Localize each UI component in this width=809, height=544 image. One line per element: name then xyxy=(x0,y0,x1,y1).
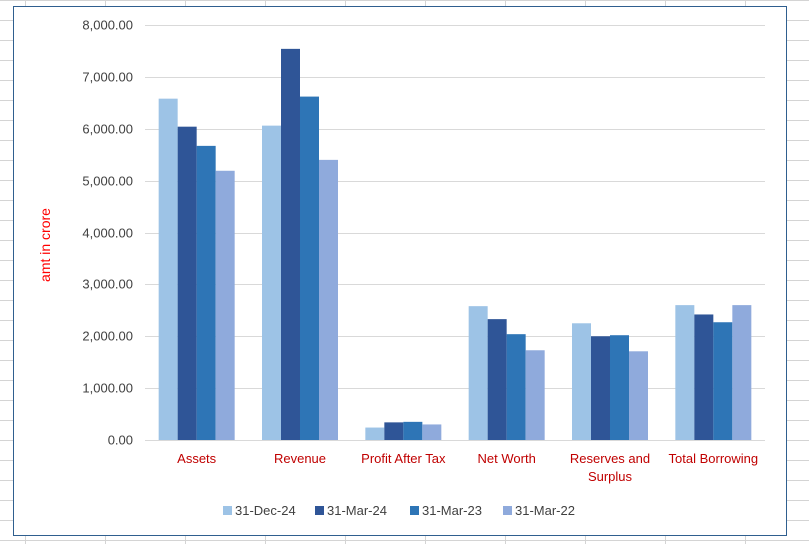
bar xyxy=(591,336,610,440)
y-tick-label: 0.00 xyxy=(108,433,133,448)
bar xyxy=(319,159,338,440)
legend-swatch xyxy=(410,506,419,515)
y-tick-label: 7,000.00 xyxy=(82,70,133,85)
legend-label: 31-Dec-24 xyxy=(235,503,296,518)
x-category-label: Reserves and Surplus xyxy=(570,451,650,484)
y-axis-label: amt in crore xyxy=(37,208,53,282)
y-tick-label: 3,000.00 xyxy=(82,277,133,292)
y-tick-label: 6,000.00 xyxy=(82,122,133,137)
bar xyxy=(487,319,507,440)
bar xyxy=(262,125,281,440)
legend-item: 31-Mar-23 xyxy=(410,503,482,518)
legend-swatch xyxy=(223,506,232,515)
y-tick-label: 4,000.00 xyxy=(82,226,133,241)
legend-swatch xyxy=(315,506,324,515)
x-category-label: Revenue xyxy=(274,451,326,466)
bar xyxy=(525,350,545,440)
chart-area[interactable] xyxy=(13,6,787,536)
x-category-label: Net Worth xyxy=(478,451,536,466)
bar xyxy=(713,322,733,440)
legend-item: 31-Mar-22 xyxy=(503,503,575,518)
legend: 31-Dec-24 31-Mar-24 31-Mar-23 31-Mar-22 xyxy=(223,503,575,518)
bars xyxy=(158,48,752,441)
legend-swatch xyxy=(503,506,512,515)
bar xyxy=(403,421,423,440)
bar xyxy=(468,306,488,440)
legend-item: 31-Dec-24 xyxy=(223,503,296,518)
x-category-label: Total Borrowing xyxy=(669,451,759,466)
bar xyxy=(196,145,216,440)
x-category-label: Assets xyxy=(177,451,217,466)
y-tick-label: 8,000.00 xyxy=(82,18,133,33)
y-axis-tick-labels: 0.00 1,000.00 2,000.00 3,000.00 4,000.00 5,00… xyxy=(82,18,133,448)
bar xyxy=(629,351,648,440)
y-tick-label: 2,000.00 xyxy=(82,329,133,344)
bar xyxy=(732,305,752,440)
gridlines xyxy=(145,25,765,441)
legend-label: 31-Mar-24 xyxy=(327,503,387,518)
x-category-label: Profit After Tax xyxy=(361,451,446,466)
bar xyxy=(610,335,629,440)
bar xyxy=(675,305,695,440)
bar xyxy=(422,424,442,440)
y-tick-label: 5,000.00 xyxy=(82,174,133,189)
bar xyxy=(365,427,385,440)
bar xyxy=(694,314,714,440)
legend-item: 31-Mar-24 xyxy=(315,503,387,518)
bar xyxy=(384,422,404,440)
y-tick-label: 1,000.00 xyxy=(82,381,133,396)
bar xyxy=(281,48,300,441)
legend-label: 31-Mar-22 xyxy=(515,503,575,518)
bar xyxy=(572,323,591,440)
legend-label: 31-Mar-23 xyxy=(422,503,482,518)
bar xyxy=(506,334,526,440)
x-axis-category-labels: Assets Revenue Profit After Tax Net Worth Re… xyxy=(177,451,758,484)
bar xyxy=(215,170,235,441)
bar xyxy=(300,96,319,441)
bar xyxy=(158,98,178,440)
bar xyxy=(177,126,197,441)
